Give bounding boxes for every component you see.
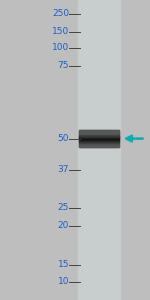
Bar	[79, 146, 119, 147]
Text: 37: 37	[57, 165, 69, 174]
Bar	[79, 132, 119, 133]
Bar	[79, 136, 119, 137]
Bar	[79, 131, 119, 132]
Bar	[79, 137, 119, 138]
Bar	[79, 141, 119, 142]
Bar	[79, 136, 119, 137]
Text: 25: 25	[58, 203, 69, 212]
Bar	[79, 140, 119, 141]
Bar	[79, 133, 119, 134]
Bar	[79, 139, 119, 140]
Bar	[79, 143, 119, 144]
Bar	[78, 0, 120, 300]
Text: 15: 15	[57, 260, 69, 269]
Text: 100: 100	[52, 44, 69, 52]
Bar	[79, 140, 119, 141]
Bar	[79, 130, 119, 131]
Bar	[79, 135, 119, 136]
Bar	[79, 134, 119, 135]
Bar	[79, 144, 119, 145]
Bar	[79, 139, 119, 140]
Bar	[79, 142, 119, 143]
Bar	[79, 143, 119, 144]
Text: 20: 20	[58, 221, 69, 230]
Bar	[79, 132, 119, 133]
Bar	[79, 142, 119, 143]
Text: 10: 10	[57, 278, 69, 286]
Text: 250: 250	[52, 9, 69, 18]
Text: 50: 50	[57, 134, 69, 143]
Text: 75: 75	[57, 61, 69, 70]
Bar	[79, 144, 119, 145]
Bar	[79, 133, 119, 134]
Text: 150: 150	[52, 27, 69, 36]
Bar	[79, 138, 119, 139]
Bar	[79, 135, 119, 136]
Bar	[79, 138, 119, 139]
Bar	[79, 141, 119, 142]
Bar	[79, 146, 119, 147]
Bar	[79, 134, 119, 135]
Bar	[79, 137, 119, 138]
Bar	[79, 145, 119, 146]
